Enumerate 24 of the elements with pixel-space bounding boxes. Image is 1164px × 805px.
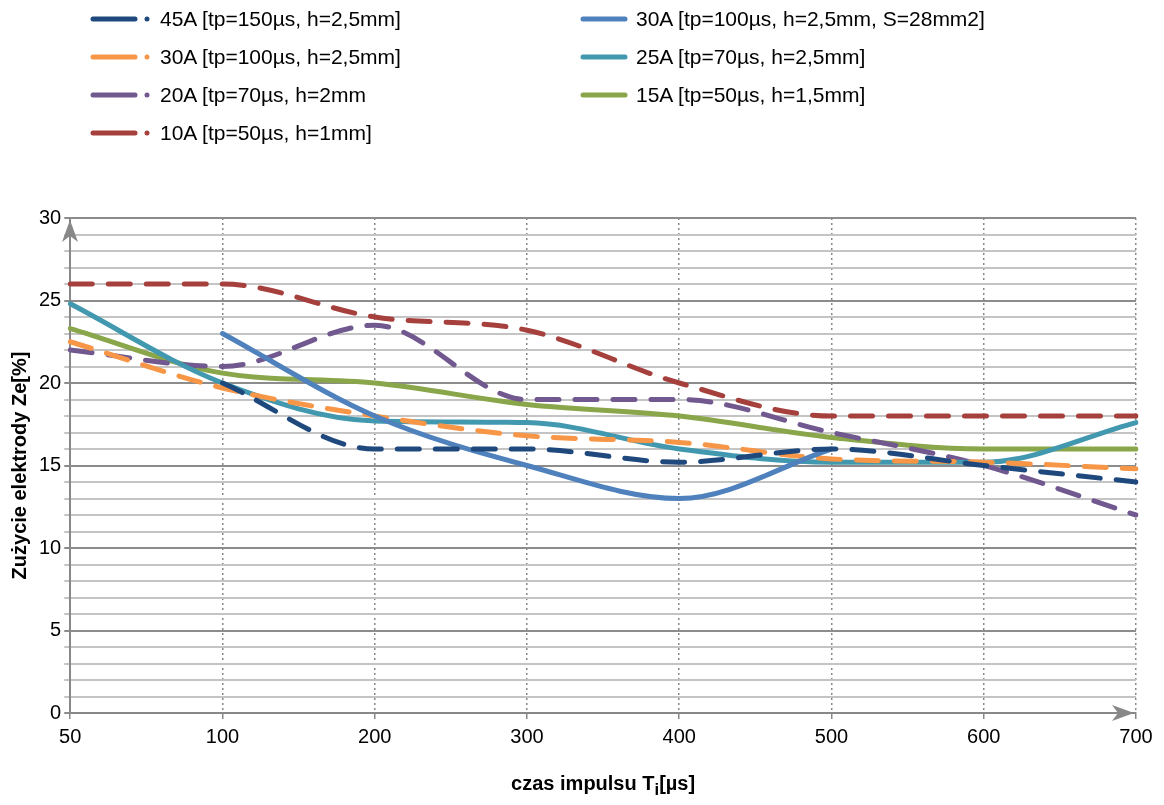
x-tick-label: 50 [59,724,82,747]
y-tick-label: 5 [50,618,62,641]
legend-label: 30A [tp=100µs, h=2,5mm, S=28mm2] [636,7,985,31]
legend-label: 30A [tp=100µs, h=2,5mm] [160,45,401,69]
legend-label: 15A [tp=50µs, h=1,5mm] [636,83,866,107]
x-tick-label: 100 [205,724,240,747]
y-tick-label: 0 [50,700,62,723]
y-tick-label: 25 [39,288,62,311]
legend-label: 45A [tp=150µs, h=2,5mm] [160,7,401,31]
legend-label: 25A [tp=70µs, h=2,5mm] [636,45,866,69]
x-tick-label: 400 [662,724,696,747]
legend-label: 10A [tp=50µs, h=1mm] [160,121,372,145]
x-tick-label: 300 [510,724,544,747]
x-axis-title: czas impulsu T$_{i}$[µs] [511,772,696,800]
x-tick-label: 500 [814,724,849,747]
y-tick-label: 20 [39,370,62,393]
y-tick-label: 30 [39,205,62,228]
legend-label: 20A [tp=70µs, h=2mm [160,83,366,107]
y-tick-label: 10 [39,535,62,558]
y-axis-title: Zużycie elektrody Ze[%] [7,351,30,580]
y-tick-label: 15 [39,453,62,476]
x-tick-label: 200 [358,724,392,747]
x-tick-label: 700 [1119,724,1153,747]
x-tick-label: 600 [967,724,1001,747]
